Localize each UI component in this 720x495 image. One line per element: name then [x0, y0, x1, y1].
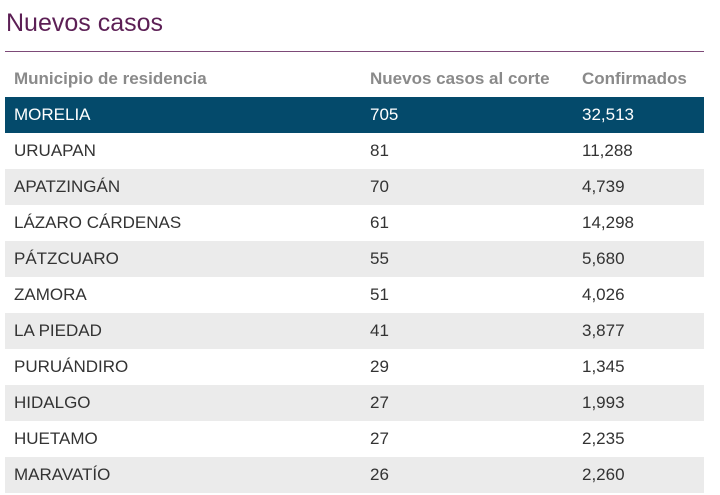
cell-confirmados: 4,739	[582, 177, 625, 196]
cell-confirmados: 14,298	[582, 213, 634, 232]
cell-municipio: ZAMORA	[14, 285, 87, 304]
cell-nuevos: 55	[370, 249, 389, 268]
cell-confirmados: 1,993	[582, 393, 625, 412]
cell-municipio: HUETAMO	[14, 429, 98, 448]
cell-municipio: MORELIA	[14, 105, 91, 124]
cell-nuevos: 61	[370, 213, 389, 232]
cell-municipio: APATZINGÁN	[14, 177, 121, 196]
cell-nuevos: 51	[370, 285, 389, 304]
table-row[interactable]: MARAVATÍO 26 2,260	[5, 457, 704, 493]
table-row[interactable]: LA PIEDAD 41 3,877	[5, 313, 704, 349]
cell-confirmados: 32,513	[582, 105, 634, 124]
cell-confirmados: 5,680	[582, 249, 625, 268]
cell-nuevos: 26	[370, 465, 389, 484]
table-row[interactable]: PÁTZCUARO 55 5,680	[5, 241, 704, 277]
cell-nuevos: 41	[370, 321, 389, 340]
cell-confirmados: 2,235	[582, 429, 625, 448]
table-row[interactable]: LÁZARO CÁRDENAS 61 14,298	[5, 205, 704, 241]
cell-nuevos: 81	[370, 141, 389, 160]
column-header-confirmados[interactable]: Confirmados	[582, 69, 687, 88]
cell-nuevos: 70	[370, 177, 389, 196]
cell-confirmados: 2,260	[582, 465, 625, 484]
cell-municipio: HIDALGO	[14, 393, 91, 412]
cell-confirmados: 1,345	[582, 357, 625, 376]
table-row[interactable]: URUAPAN 81 11,288	[5, 133, 704, 169]
cell-municipio: MARAVATÍO	[14, 465, 111, 484]
cell-confirmados: 3,877	[582, 321, 625, 340]
cell-nuevos: 29	[370, 357, 389, 376]
table-row[interactable]: HUETAMO 27 2,235	[5, 421, 704, 457]
cases-table: Municipio de residencia Nuevos casos al …	[5, 61, 704, 493]
table-row[interactable]: ZAMORA 51 4,026	[5, 277, 704, 313]
cell-municipio: URUAPAN	[14, 141, 96, 160]
cell-municipio: PURUÁNDIRO	[14, 357, 129, 376]
cell-municipio: LA PIEDAD	[14, 321, 102, 340]
table-row[interactable]: APATZINGÁN 70 4,739	[5, 169, 704, 205]
table-row[interactable]: MORELIA 705 32,513	[5, 97, 704, 133]
cell-nuevos: 27	[370, 429, 389, 448]
column-header-nuevos[interactable]: Nuevos casos al corte	[370, 69, 550, 88]
title-divider	[5, 51, 704, 52]
page-title: Nuevos casos	[6, 9, 164, 37]
cell-municipio: PÁTZCUARO	[14, 249, 119, 268]
cell-municipio: LÁZARO CÁRDENAS	[14, 213, 182, 232]
cell-nuevos: 705	[370, 105, 399, 124]
cell-nuevos: 27	[370, 393, 389, 412]
table-row[interactable]: HIDALGO 27 1,993	[5, 385, 704, 421]
cell-confirmados: 11,288	[582, 141, 633, 160]
column-header-municipio[interactable]: Municipio de residencia	[14, 69, 207, 88]
cell-confirmados: 4,026	[582, 285, 625, 304]
table-row[interactable]: PURUÁNDIRO 29 1,345	[5, 349, 704, 385]
table-header-row: Municipio de residencia Nuevos casos al …	[5, 61, 704, 97]
